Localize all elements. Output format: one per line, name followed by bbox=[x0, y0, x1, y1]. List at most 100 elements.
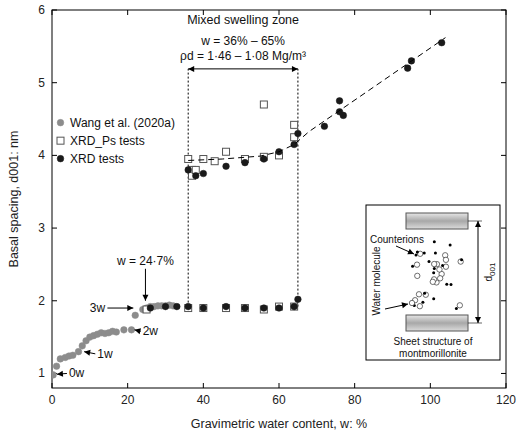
point bbox=[340, 112, 347, 119]
point bbox=[261, 156, 268, 163]
point bbox=[185, 167, 192, 174]
point bbox=[276, 305, 283, 312]
point bbox=[211, 158, 218, 165]
counterion bbox=[455, 307, 458, 310]
water-molecule bbox=[415, 273, 420, 278]
x-tick-label: 40 bbox=[197, 393, 211, 407]
x-tick-label: 120 bbox=[496, 393, 516, 407]
annotation-arrow-head bbox=[57, 371, 63, 377]
zone-arrow bbox=[188, 68, 298, 69]
inset-frame bbox=[366, 205, 500, 360]
inset-arrow bbox=[396, 246, 414, 254]
inset-label-line: Sheet structure of bbox=[394, 336, 473, 347]
x-axis-title: Gravimetric water content, w: % bbox=[191, 417, 367, 431]
annotation: 3w bbox=[90, 301, 106, 315]
sheet-plate bbox=[406, 315, 468, 331]
water-molecule bbox=[437, 267, 442, 272]
y-tick-right bbox=[501, 82, 506, 83]
counterion bbox=[445, 283, 448, 286]
counterion bbox=[427, 260, 430, 263]
point bbox=[53, 363, 60, 370]
point bbox=[52, 372, 56, 379]
x-tick-top bbox=[127, 10, 128, 15]
point bbox=[223, 163, 230, 170]
counterion bbox=[432, 297, 435, 300]
counterion bbox=[423, 292, 426, 295]
point bbox=[295, 296, 302, 303]
water-molecule bbox=[414, 262, 419, 267]
annotation-arrow-head bbox=[127, 305, 133, 311]
point bbox=[185, 303, 192, 310]
inset: CounterionsWater moleculed001Sheet struc… bbox=[366, 205, 500, 360]
annotation: 0w bbox=[69, 366, 85, 380]
point bbox=[291, 121, 298, 128]
point bbox=[291, 303, 298, 310]
annotation: 2w bbox=[143, 324, 159, 338]
zone-label: ρd = 1·46 – 1·08 Mg/m³ bbox=[180, 49, 306, 63]
y-tick-right bbox=[501, 373, 506, 374]
water-molecule bbox=[423, 292, 428, 297]
annotation: 1w bbox=[97, 347, 113, 361]
point bbox=[147, 305, 154, 312]
zone-arrow-head bbox=[188, 66, 194, 72]
water-molecule bbox=[416, 292, 421, 297]
water-molecule bbox=[458, 259, 463, 264]
water-molecule bbox=[431, 261, 436, 266]
spacing-arrow bbox=[478, 221, 479, 323]
spacing-arrow-head bbox=[475, 317, 481, 323]
point bbox=[223, 148, 230, 155]
counterion bbox=[423, 251, 426, 254]
point bbox=[261, 305, 268, 312]
counterion bbox=[449, 244, 452, 247]
x-tick bbox=[127, 383, 128, 388]
point bbox=[132, 312, 139, 319]
x-tick-top bbox=[506, 10, 507, 15]
inset-label-part: 001 bbox=[488, 262, 497, 276]
legend-marker bbox=[57, 137, 64, 144]
y-tick bbox=[52, 82, 57, 83]
counterion bbox=[449, 283, 452, 286]
y-tick-label: 3 bbox=[38, 221, 45, 235]
sheet-plate bbox=[406, 213, 468, 229]
point bbox=[321, 123, 328, 130]
y-tick-label: 2 bbox=[38, 294, 45, 308]
spacing-arrow-head bbox=[475, 221, 481, 227]
legend: Wang et al. (2020a)XRD_Ps testsXRD tests bbox=[57, 116, 175, 166]
y-tick bbox=[52, 228, 57, 229]
counterion bbox=[460, 258, 463, 261]
plot-frame bbox=[52, 10, 506, 388]
x-tick-label: 0 bbox=[49, 393, 56, 407]
legend-marker bbox=[57, 155, 64, 162]
x-tick-top bbox=[52, 10, 53, 15]
point bbox=[291, 303, 298, 310]
point bbox=[192, 172, 199, 179]
point bbox=[295, 130, 302, 137]
inset-arrow-head bbox=[407, 249, 414, 254]
x-tick bbox=[279, 383, 280, 388]
inset-label: Water molecule bbox=[371, 246, 382, 316]
point bbox=[200, 305, 207, 312]
zone-line bbox=[188, 69, 189, 307]
water-molecule bbox=[443, 264, 448, 269]
y-tick-label: 6 bbox=[38, 3, 45, 17]
water-molecule bbox=[443, 257, 448, 262]
title: Mixed swelling zone bbox=[187, 13, 299, 27]
inset-label-line: montmorillonite bbox=[399, 348, 467, 359]
zone-arrow-head bbox=[292, 66, 298, 72]
counterion bbox=[416, 251, 419, 254]
y-tick-label: 4 bbox=[38, 148, 45, 162]
y-tick-label: 5 bbox=[38, 76, 45, 90]
y-tick bbox=[52, 300, 57, 301]
chart: 020406080100120123456Gravimetric water c… bbox=[0, 0, 520, 437]
x-tick bbox=[203, 383, 204, 388]
point bbox=[113, 329, 120, 336]
point bbox=[241, 305, 248, 312]
x-tick-label: 60 bbox=[272, 393, 286, 407]
legend-label: Wang et al. (2020a) bbox=[70, 116, 175, 130]
x-tick bbox=[52, 383, 53, 388]
inset-label: d001 bbox=[483, 262, 497, 281]
annotation-arrow-head bbox=[142, 295, 148, 301]
zone-label: w = 36% – 65% bbox=[200, 34, 285, 48]
y-tick-right bbox=[501, 300, 506, 301]
y-tick bbox=[52, 155, 57, 156]
